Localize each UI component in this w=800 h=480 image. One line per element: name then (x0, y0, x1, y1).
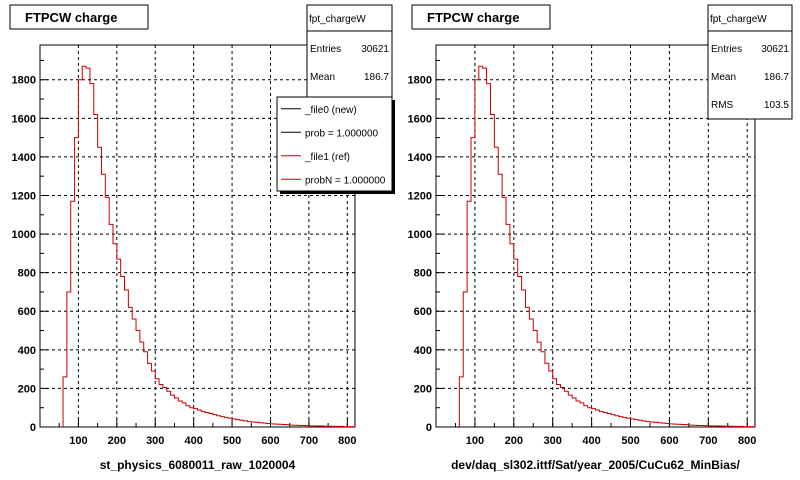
legend-label: _file1 (ref) (304, 152, 350, 163)
y-tick-label: 1600 (408, 113, 432, 125)
panel-1: 100 200 300 400 500 600 700 800 0 200 400 600 800 100… (9, 4, 395, 472)
x-tick-label: 600 (261, 435, 279, 447)
y-tick-label: 0 (30, 422, 36, 434)
legend-box (276, 96, 393, 192)
stats-label: Mean (711, 72, 736, 83)
chart-title: FTPCW charge (25, 10, 117, 25)
y-tick-label: 1600 (12, 113, 36, 125)
y-tick-label: 400 (414, 345, 432, 357)
legend-label: prob = 1.000000 (305, 128, 379, 139)
x-tick-label: 800 (338, 435, 356, 447)
y-tick-label: 1400 (408, 152, 432, 164)
stats-label: Mean (310, 72, 335, 83)
y-tick-label: 400 (18, 345, 36, 357)
y-tick-label: 1000 (12, 229, 36, 241)
x-tick-label: 500 (223, 435, 241, 447)
legend-label: probN = 1.000000 (305, 175, 386, 186)
y-tick-label: 0 (426, 422, 432, 434)
stats-value: 186.7 (364, 72, 389, 83)
stats-value: 30621 (761, 44, 789, 55)
stats-value: 103.5 (764, 100, 789, 111)
x-tick-label: 800 (738, 435, 756, 447)
stats-name: fpt_chargeW (710, 14, 767, 25)
stats-box (707, 4, 793, 120)
x-tick-label: 200 (108, 435, 126, 447)
legend-label: _file0 (new) (304, 105, 357, 116)
y-tick-label: 1000 (408, 229, 432, 241)
y-tick-label: 800 (414, 268, 432, 280)
y-tick-label: 800 (18, 268, 36, 280)
y-tick-label: 200 (414, 383, 432, 395)
y-tick-label: 600 (18, 306, 36, 318)
x-tick-label: 600 (660, 435, 678, 447)
histogram-series-1 (62, 65, 355, 428)
plot-frame (435, 44, 756, 428)
stats-value: 30621 (361, 44, 389, 55)
stats-label: Entries (310, 44, 341, 55)
x-tick-label: 400 (582, 435, 600, 447)
x-tick-label: 500 (621, 435, 639, 447)
y-tick-label: 1800 (12, 75, 36, 87)
x-tick-label: 200 (505, 435, 523, 447)
x-tick-label: 400 (184, 435, 202, 447)
stats-name: fpt_chargeW (309, 14, 366, 25)
stats-label: Entries (711, 44, 742, 55)
y-tick-label: 600 (414, 306, 432, 318)
x-tick-label: 100 (466, 435, 484, 447)
x-tick-label: 700 (699, 435, 717, 447)
x-axis-label: st_physics_6080011_raw_1020004 (100, 458, 296, 472)
chart-title: FTPCW charge (427, 10, 519, 25)
panel-2: 100 200 300 400 500 600 700 800 0 200 400 600 800 100… (408, 4, 793, 472)
stats-box (306, 4, 393, 99)
stats-label: RMS (711, 100, 734, 111)
title-box (411, 4, 551, 30)
y-tick-label: 1200 (12, 190, 36, 202)
x-axis-label: dev/daq_sl302.ittf/Sat/year_2005/CuCu62_… (451, 458, 740, 472)
x-tick-label: 300 (146, 435, 164, 447)
title-box (9, 4, 149, 30)
x-tick-label: 100 (69, 435, 87, 447)
y-tick-label: 1400 (12, 152, 36, 164)
x-tick-label: 300 (544, 435, 562, 447)
y-tick-label: 1800 (408, 75, 432, 87)
y-tick-label: 200 (18, 383, 36, 395)
legend-entries: _file0 (new) prob = 1.000000 _file1 (ref) p… (281, 105, 386, 186)
y-tick-label: 1200 (408, 190, 432, 202)
x-tick-label: 700 (300, 435, 318, 447)
histogram-series-1 (458, 65, 755, 428)
stats-value: 186.7 (764, 72, 789, 83)
